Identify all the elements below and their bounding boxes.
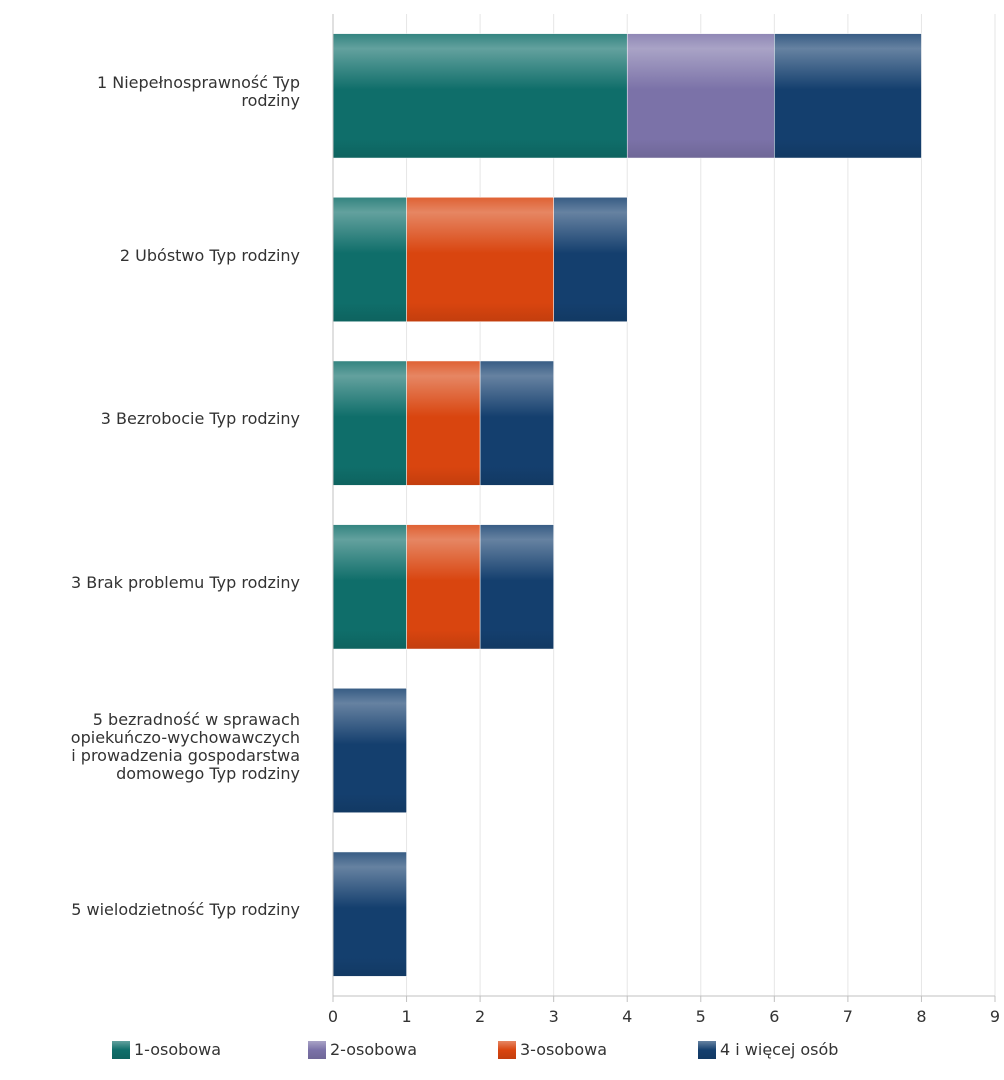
- x-tick-label: 0: [328, 1007, 338, 1026]
- bar-segment: [332, 524, 407, 650]
- bar-segment: [332, 197, 407, 322]
- category-label: 5 wielodzietność Typ rodziny: [71, 900, 300, 920]
- bar-segment: [406, 360, 481, 486]
- axes: 0 1 2 3 4 5 6 7 8 9: [328, 14, 1000, 1026]
- legend-swatch: [308, 1040, 326, 1059]
- legend-swatch: [498, 1040, 516, 1059]
- bar-segment: [479, 524, 554, 650]
- bar-segment: [332, 851, 407, 977]
- legend-item: 4 i więcej osób: [698, 1040, 838, 1059]
- legend-item: 3-osobowa: [498, 1040, 607, 1059]
- legend-label: 3-osobowa: [520, 1040, 607, 1059]
- gridlines: [332, 14, 996, 996]
- bar-segment: [553, 197, 628, 322]
- bar-segment: [406, 197, 554, 322]
- bar-segment: [332, 33, 628, 159]
- x-tick-label: 8: [916, 1007, 926, 1026]
- x-tick-label: 5: [696, 1007, 706, 1026]
- x-tick-label: 9: [990, 1007, 1000, 1026]
- x-tick-label: 1: [401, 1007, 411, 1026]
- x-tick-label: 3: [549, 1007, 559, 1026]
- category-label: 5 bezradność w sprawach opiekuńczo-wycho…: [70, 709, 300, 783]
- legend-swatch: [698, 1040, 716, 1059]
- bar-segment: [406, 524, 481, 650]
- x-tick-label: 4: [622, 1007, 632, 1026]
- x-tick-label: 7: [843, 1007, 853, 1026]
- bar-segment: [774, 33, 922, 159]
- legend-label: 4 i więcej osób: [720, 1040, 839, 1059]
- bar-segment: [479, 360, 554, 486]
- x-tick-label: 2: [475, 1007, 485, 1026]
- bar-segment: [332, 688, 407, 813]
- x-tick-label: 6: [769, 1007, 779, 1026]
- category-label: 3 Brak problemu Typ rodziny: [70, 572, 300, 592]
- bar-segment: [626, 33, 775, 159]
- legend-label: 1-osobowa: [134, 1040, 221, 1059]
- legend-swatch: [112, 1040, 130, 1059]
- legend-label: 2-osobowa: [330, 1040, 417, 1059]
- category-label: 1 Niepełnosprawność Typ rodziny: [96, 72, 300, 110]
- legend-item: 2-osobowa: [308, 1040, 417, 1059]
- legend: 1-osobowa 2-osobowa 3-osobowa 4 i więcej os…: [0, 1040, 1004, 1070]
- bars: [332, 33, 922, 977]
- category-label: 2 Ubóstwo Typ rodziny: [119, 245, 300, 265]
- legend-item: 1-osobowa: [112, 1040, 221, 1059]
- category-label: 3 Bezrobocie Typ rodziny: [100, 409, 300, 429]
- bar-segment: [332, 360, 407, 486]
